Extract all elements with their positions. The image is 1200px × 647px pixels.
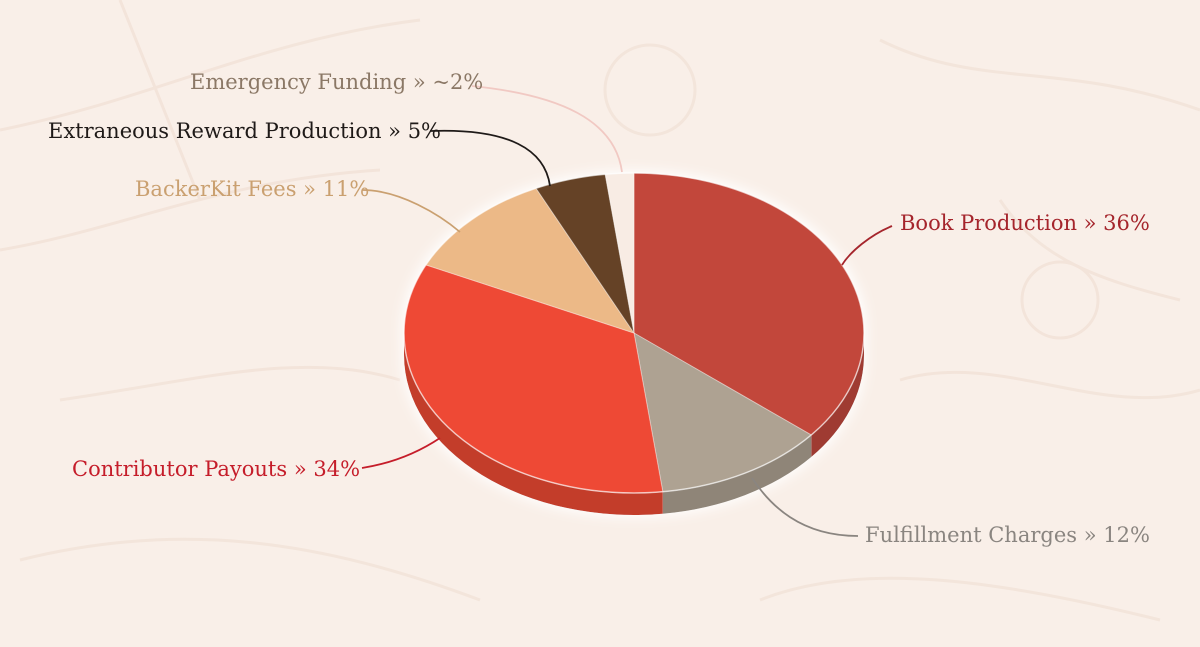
- slice-labels: Book Production » 36% Fulfillment Charges…: [48, 70, 1150, 547]
- label-emergency-funding: Emergency Funding » ~2%: [190, 70, 483, 94]
- leader-lines: [361, 85, 893, 537]
- pie-side-contributor-payouts: [404, 333, 663, 515]
- leader-line-fulfillment-charges: [751, 477, 859, 537]
- label-fulfillment-charges: Fulfillment Charges » 12%: [865, 523, 1150, 547]
- leader-line-emergency-funding: [471, 85, 623, 173]
- label-book-production: Book Production » 36%: [900, 211, 1150, 235]
- leader-line-book-production: [841, 225, 893, 266]
- pie-group: [403, 172, 865, 515]
- label-extraneous-reward-production: Extraneous Reward Production » 5%: [48, 119, 441, 143]
- pie-rim: [403, 172, 865, 494]
- pie-side-fulfillment-charges: [662, 434, 812, 514]
- leader-line-extraneous-reward-production: [429, 129, 551, 187]
- leader-line-contributor-payouts: [361, 437, 441, 469]
- label-backerkit-fees: BackerKit Fees » 11%: [135, 177, 369, 201]
- label-contributor-payouts: Contributor Payouts » 34%: [72, 457, 360, 481]
- leader-line-backerkit-fees: [361, 189, 461, 233]
- pie-side-walls: [404, 333, 864, 515]
- pie-side-book-production: [811, 333, 864, 457]
- background-sketch: [0, 0, 1200, 622]
